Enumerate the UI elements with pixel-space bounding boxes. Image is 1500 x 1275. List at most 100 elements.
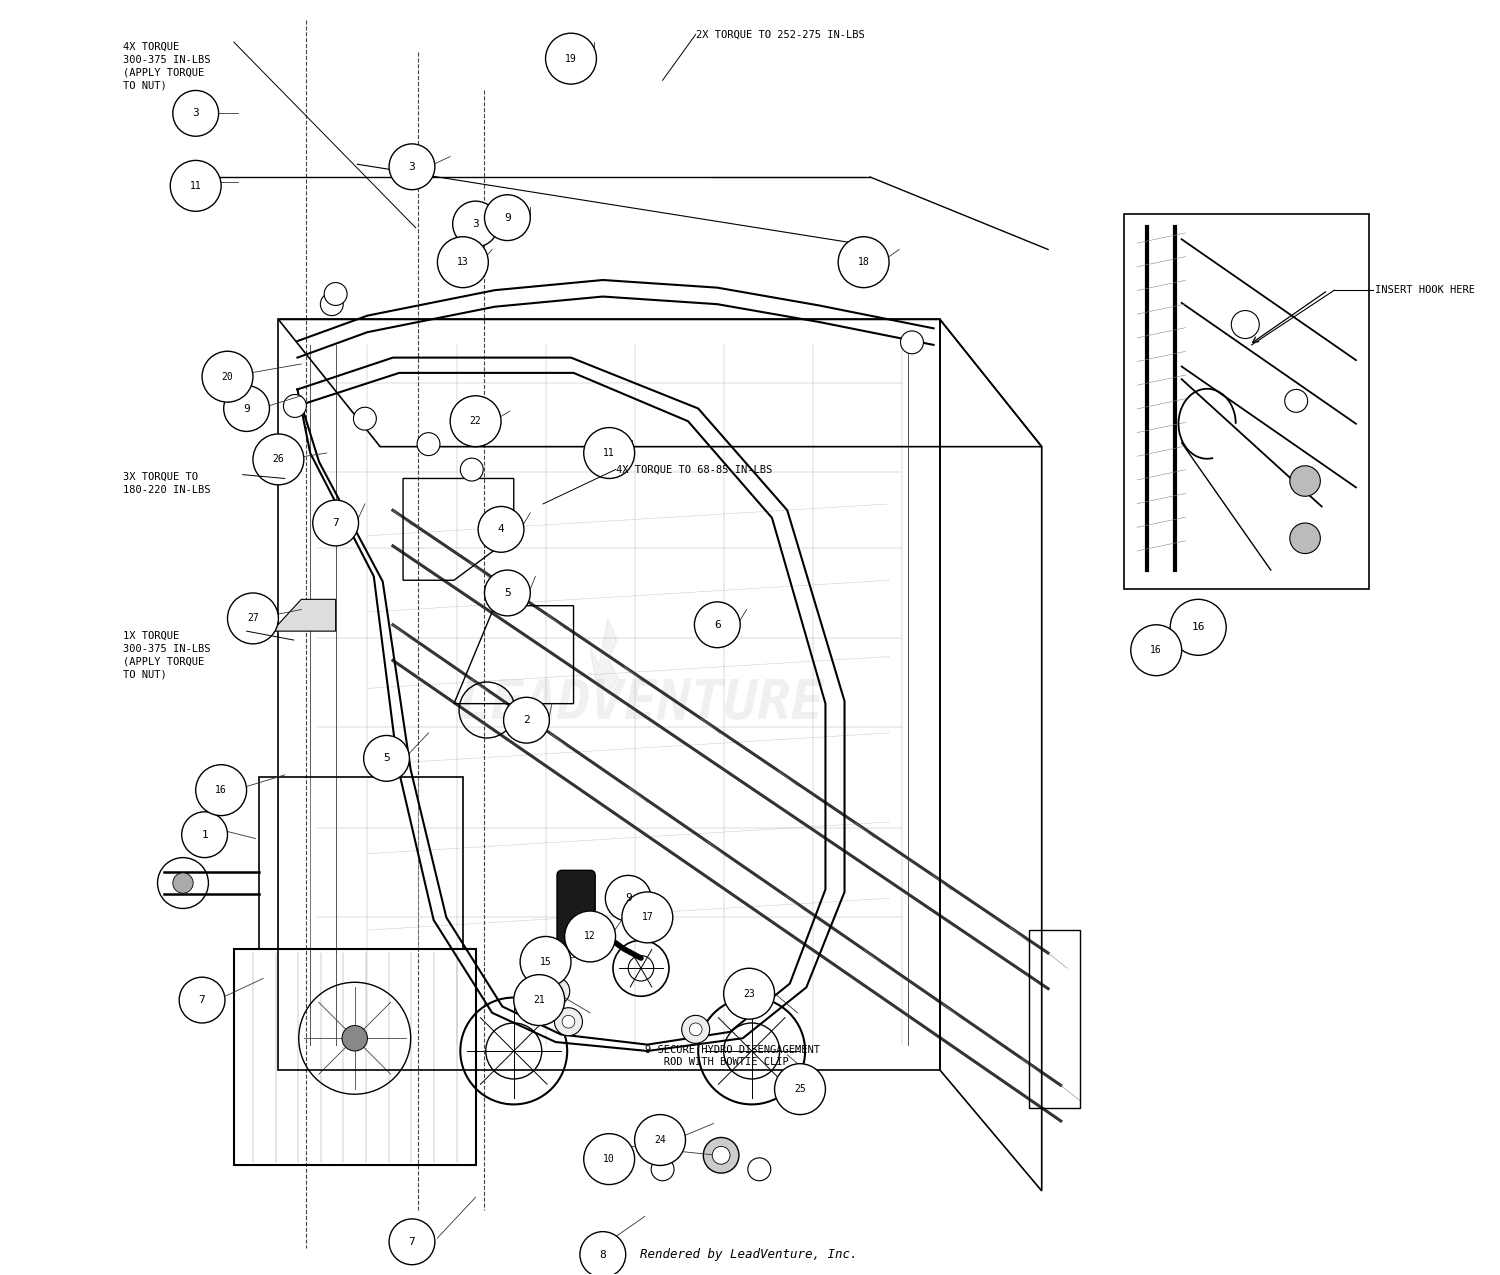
Circle shape [555,1007,582,1035]
Circle shape [704,1137,740,1173]
Circle shape [748,1158,771,1181]
Text: 5: 5 [382,754,390,764]
Text: 7: 7 [333,518,339,528]
Bar [1125,214,1368,589]
Circle shape [363,736,410,782]
Circle shape [182,812,228,858]
Text: 12: 12 [584,932,596,941]
Text: 9: 9 [243,403,250,413]
Circle shape [549,984,562,997]
Text: 1: 1 [201,830,208,840]
Text: 3: 3 [472,219,478,230]
Circle shape [580,1232,626,1275]
Text: 11: 11 [190,181,201,191]
Circle shape [723,968,774,1019]
Circle shape [774,1063,825,1114]
Text: 2: 2 [524,715,530,725]
Circle shape [651,1158,674,1181]
Text: LEADVENTURE: LEADVENTURE [458,677,825,731]
Circle shape [690,1023,702,1035]
Circle shape [584,427,634,478]
Circle shape [478,506,524,552]
Circle shape [622,892,674,942]
Circle shape [284,394,306,417]
Text: 15: 15 [540,958,552,966]
Circle shape [514,974,564,1025]
Circle shape [388,144,435,190]
Circle shape [453,201,498,247]
Circle shape [839,237,890,288]
Text: 27: 27 [248,613,259,623]
Text: 4X TORQUE TO 68-85 IN-LBS: 4X TORQUE TO 68-85 IN-LBS [615,464,772,474]
Circle shape [224,385,270,431]
Text: 3: 3 [408,162,416,172]
Circle shape [321,293,344,316]
Text: 7: 7 [408,1237,416,1247]
Text: 21: 21 [534,994,544,1005]
Text: Rendered by LeadVenture, Inc.: Rendered by LeadVenture, Inc. [640,1248,858,1261]
Circle shape [312,500,358,546]
Text: 23: 23 [742,988,754,998]
FancyBboxPatch shape [556,871,596,950]
Circle shape [681,1015,710,1043]
Text: INSERT HOOK HERE: INSERT HOOK HERE [1376,286,1474,296]
Circle shape [564,912,615,961]
Circle shape [1290,465,1320,496]
Circle shape [228,593,279,644]
Text: 17: 17 [642,913,652,922]
Text: 24: 24 [654,1135,666,1145]
Circle shape [504,697,549,743]
Polygon shape [272,599,336,631]
Circle shape [460,458,483,481]
Text: 2X TORQUE TO 252-275 IN-LBS: 2X TORQUE TO 252-275 IN-LBS [696,29,864,40]
Text: 22: 22 [470,416,482,426]
Text: 4: 4 [498,524,504,534]
Text: 18: 18 [858,258,870,268]
Text: 16: 16 [216,785,226,796]
Circle shape [606,876,651,922]
Text: 9: 9 [626,894,632,903]
Text: 3X TORQUE TO
180-220 IN-LBS: 3X TORQUE TO 180-220 IN-LBS [123,472,210,495]
Circle shape [450,395,501,446]
Circle shape [171,161,220,212]
Circle shape [634,1114,686,1165]
Circle shape [1290,523,1320,553]
Text: 6: 6 [714,620,720,630]
Text: 19: 19 [566,54,578,64]
Text: 4X TORQUE
300-375 IN-LBS
(APPLY TORQUE
TO NUT): 4X TORQUE 300-375 IN-LBS (APPLY TORQUE T… [123,42,210,91]
Circle shape [324,283,346,306]
Circle shape [546,33,597,84]
Circle shape [342,1025,368,1051]
Text: 25: 25 [794,1084,806,1094]
Text: 8: 8 [600,1250,606,1260]
Text: 20: 20 [222,372,234,381]
Circle shape [195,765,246,816]
Text: 7: 7 [198,994,206,1005]
Circle shape [172,873,194,894]
Circle shape [584,1133,634,1184]
Circle shape [254,434,305,484]
Circle shape [172,91,219,136]
Text: 13: 13 [458,258,468,268]
Text: 10: 10 [603,1154,615,1164]
Circle shape [694,602,740,648]
Text: 11: 11 [603,448,615,458]
Circle shape [562,1015,574,1028]
Circle shape [900,332,924,353]
Circle shape [1131,625,1182,676]
Circle shape [520,936,572,987]
Circle shape [712,1146,730,1164]
Text: 9: 9 [504,213,512,223]
Text: 5: 5 [504,588,512,598]
Circle shape [417,432,440,455]
Circle shape [388,1219,435,1265]
Text: 9 SECURE HYDRO DISENGAGEMENT
   ROD WITH BOWTIE CLIP: 9 SECURE HYDRO DISENGAGEMENT ROD WITH BO… [645,1044,821,1067]
Circle shape [1170,599,1226,655]
Text: 26: 26 [273,454,285,464]
Circle shape [484,570,531,616]
Text: 3: 3 [192,108,200,119]
Circle shape [542,977,570,1005]
Text: 16: 16 [1150,645,1162,655]
Polygon shape [590,618,618,695]
Circle shape [484,195,531,241]
